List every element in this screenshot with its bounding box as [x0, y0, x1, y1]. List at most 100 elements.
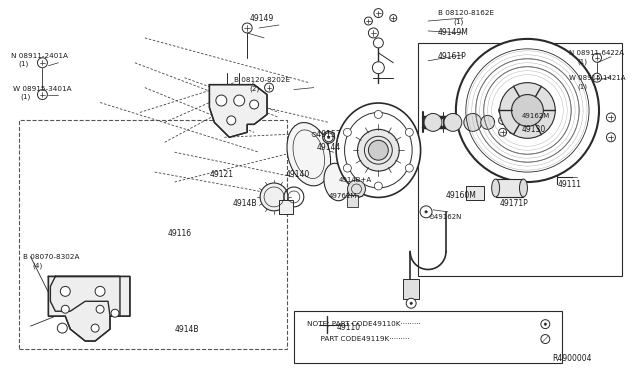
Text: 49171P: 49171P [500, 199, 529, 208]
Circle shape [420, 206, 432, 218]
Text: 4914B+A: 4914B+A [339, 177, 372, 183]
Circle shape [593, 53, 602, 62]
Text: W 08915-3401A: W 08915-3401A [13, 86, 71, 92]
Polygon shape [51, 276, 120, 316]
Text: 49761M―: 49761M― [329, 193, 364, 199]
Circle shape [91, 324, 99, 332]
Circle shape [390, 15, 397, 22]
Circle shape [323, 131, 335, 143]
Bar [19, 121, 287, 349]
Ellipse shape [492, 179, 500, 197]
Bar [418, 43, 622, 276]
Circle shape [593, 73, 602, 82]
Text: B 08120-8162E: B 08120-8162E [438, 10, 494, 16]
Text: PART CODE49119K·········: PART CODE49119K········· [307, 336, 410, 342]
Text: 49110: 49110 [337, 323, 361, 331]
Text: (1): (1) [20, 93, 31, 100]
Circle shape [444, 113, 462, 131]
Text: W 08915-1421A: W 08915-1421A [569, 75, 626, 81]
Circle shape [250, 100, 259, 109]
Circle shape [456, 39, 599, 182]
Ellipse shape [260, 183, 288, 211]
Circle shape [405, 164, 413, 172]
Text: 49149M: 49149M [438, 28, 469, 38]
Text: (1): (1) [19, 61, 29, 67]
Text: 49116: 49116 [168, 229, 192, 238]
Circle shape [424, 113, 442, 131]
Text: 49144: 49144 [317, 143, 341, 152]
Circle shape [38, 90, 47, 100]
Text: 49111: 49111 [557, 180, 581, 189]
Circle shape [541, 320, 550, 328]
Circle shape [96, 305, 104, 313]
Text: 49160M: 49160M [446, 192, 477, 201]
Circle shape [242, 23, 252, 33]
Circle shape [364, 17, 372, 25]
Text: (1): (1) [453, 19, 463, 25]
Text: N 08911-6422A: N 08911-6422A [569, 50, 624, 56]
Text: (1): (1) [577, 58, 587, 65]
Circle shape [328, 136, 330, 138]
Text: (2): (2) [249, 85, 259, 92]
Bar [403, 279, 419, 299]
Circle shape [58, 323, 67, 333]
Circle shape [410, 302, 412, 304]
Bar [294, 311, 562, 363]
Circle shape [509, 127, 516, 134]
Text: 49130: 49130 [522, 125, 546, 134]
Text: 4914B: 4914B [232, 199, 257, 208]
Circle shape [264, 83, 273, 92]
Text: 49140: 49140 [286, 170, 310, 179]
Text: 4914B: 4914B [175, 325, 199, 334]
Circle shape [425, 211, 428, 213]
Text: ⊙49162N: ⊙49162N [428, 214, 461, 220]
Ellipse shape [336, 103, 420, 198]
Circle shape [500, 83, 556, 138]
Circle shape [234, 95, 244, 106]
Circle shape [544, 323, 547, 326]
Circle shape [60, 286, 70, 296]
Circle shape [344, 164, 351, 172]
Circle shape [373, 38, 383, 48]
Circle shape [511, 94, 543, 126]
Circle shape [372, 62, 385, 74]
Circle shape [499, 106, 507, 115]
Bar [495, 179, 524, 197]
Text: ⊙49157: ⊙49157 [311, 130, 341, 139]
Circle shape [509, 114, 516, 121]
Text: R4900004: R4900004 [552, 355, 592, 363]
Text: N 08911-2401A: N 08911-2401A [11, 53, 68, 59]
Bar [346, 195, 358, 207]
Ellipse shape [520, 179, 527, 197]
Circle shape [405, 128, 413, 136]
Circle shape [111, 309, 119, 317]
Circle shape [227, 116, 236, 125]
Circle shape [61, 305, 69, 313]
Circle shape [374, 110, 382, 118]
Polygon shape [49, 276, 130, 341]
Text: 49161P: 49161P [438, 52, 467, 61]
Circle shape [324, 133, 333, 142]
Circle shape [369, 140, 388, 160]
Circle shape [95, 286, 105, 296]
Circle shape [374, 9, 383, 17]
Text: NOTE; PART CODE49110K·········: NOTE; PART CODE49110K········· [307, 321, 420, 327]
Circle shape [374, 182, 382, 190]
Ellipse shape [287, 122, 331, 186]
Circle shape [499, 116, 507, 124]
Text: B 08070-8302A: B 08070-8302A [22, 254, 79, 260]
Circle shape [499, 128, 507, 136]
Text: (1): (1) [577, 83, 587, 90]
Text: 49121: 49121 [209, 170, 234, 179]
Circle shape [216, 95, 227, 106]
Circle shape [541, 334, 550, 343]
Circle shape [607, 133, 616, 142]
Text: B 08120-8202E: B 08120-8202E [234, 77, 291, 83]
Circle shape [344, 128, 351, 136]
Circle shape [348, 180, 365, 198]
Circle shape [464, 113, 482, 131]
Circle shape [406, 298, 416, 308]
Polygon shape [209, 84, 267, 137]
Bar [466, 186, 484, 200]
Circle shape [481, 115, 495, 129]
